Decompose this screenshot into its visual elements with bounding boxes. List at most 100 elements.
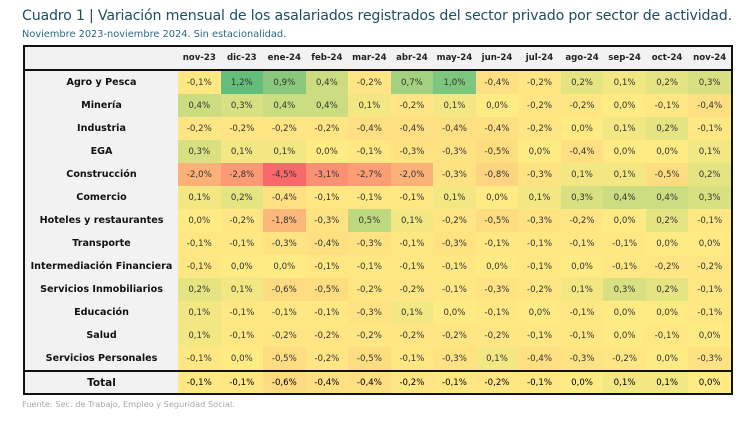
heatmap-cell: 0,3%: [178, 140, 221, 163]
column-header: sep-24: [603, 47, 646, 71]
heatmap-cell: 0,5%: [348, 209, 391, 232]
heatmap-cell: -0,1%: [688, 278, 731, 301]
heatmap-cell: 0,1%: [433, 186, 476, 209]
heatmap-cell: -0,4%: [263, 186, 306, 209]
heatmap-cell: 0,2%: [178, 278, 221, 301]
heatmap-cell: -0,3%: [263, 232, 306, 255]
heatmap-cell: -0,3%: [518, 209, 561, 232]
heatmap-cell: -0,4%: [560, 140, 604, 163]
heatmap-cell: -0,3%: [433, 347, 476, 371]
heatmap-cell: -0,2%: [433, 209, 476, 232]
heatmap-cell: -0,1%: [263, 301, 306, 324]
heatmap-cell: -0,2%: [390, 324, 434, 347]
row-label: Industria: [25, 117, 178, 140]
heatmap-cell: 0,3%: [688, 70, 731, 94]
heatmap-cell: 0,2%: [688, 163, 731, 186]
heatmap-cell: -0,4%: [518, 347, 561, 371]
heatmap-cell: 0,0%: [178, 209, 221, 232]
table-row: Industria -0,2% -0,2% -0,2% -0,2% -0,4% -0,4% -…: [25, 117, 731, 140]
heatmap-cell: -0,1%: [433, 255, 476, 278]
heatmap-cell: -0,1%: [178, 370, 221, 393]
heatmap-cell: 0,1%: [645, 370, 689, 393]
heatmap-cell: -0,2%: [348, 278, 391, 301]
column-header: feb-24: [305, 47, 349, 71]
table-row: Agro y Pesca -0,1% 1,2% 0,9% 0,4% -0,2% 0,7% 1,…: [25, 70, 731, 94]
column-header: dic-23: [220, 47, 264, 71]
heatmap-cell: -0,1%: [220, 301, 264, 324]
heatmap-cell: -0,1%: [390, 255, 434, 278]
heatmap-cell: -0,1%: [645, 324, 689, 347]
heatmap-cell: 0,0%: [518, 140, 561, 163]
heatmap-cell: -0,3%: [688, 347, 731, 371]
heatmap-cell: 0,0%: [560, 117, 604, 140]
heatmap-cell: 0,1%: [390, 209, 434, 232]
heatmap-cell: -0,2%: [220, 117, 264, 140]
heatmap-cell: 0,0%: [603, 94, 646, 117]
heatmap-cell: -0,2%: [560, 209, 604, 232]
heatmap-cell: 0,4%: [178, 94, 221, 117]
heatmap-cell: 0,0%: [603, 301, 646, 324]
heatmap-cell: -0,4%: [390, 117, 434, 140]
heatmap-cell: -0,4%: [305, 370, 349, 393]
heatmap-cell: -2,0%: [390, 163, 434, 186]
column-header: may-24: [433, 47, 476, 71]
heatmap-cell: 0,1%: [603, 163, 646, 186]
heatmap-cell: 0,1%: [688, 140, 731, 163]
heatmap-cell: -0,1%: [645, 94, 689, 117]
heatmap-cell: -0,1%: [560, 301, 604, 324]
table-row: Servicios Personales -0,1% 0,0% -0,5% -0,2% -…: [25, 347, 731, 371]
heatmap-cell: -0,1%: [518, 232, 561, 255]
heatmap-cell: 0,1%: [518, 186, 561, 209]
heatmap-cell: -0,3%: [433, 232, 476, 255]
heatmap-cell: -0,5%: [475, 140, 519, 163]
heatmap-cell: 0,9%: [263, 70, 306, 94]
heatmap-cell: -0,3%: [305, 209, 349, 232]
heatmap-cell: -0,2%: [305, 324, 349, 347]
heatmap-cell: -0,5%: [305, 278, 349, 301]
heatmap-cell: -0,4%: [348, 117, 391, 140]
heatmap-cell: -2,0%: [178, 163, 221, 186]
heatmap-cell: -0,2%: [518, 278, 561, 301]
heatmap-cell: -0,1%: [305, 186, 349, 209]
heatmap-cell: 0,4%: [305, 94, 349, 117]
heatmap-cell: 0,1%: [348, 94, 391, 117]
heatmap-cell: -0,2%: [433, 324, 476, 347]
heatmap-cell: -0,2%: [518, 70, 561, 94]
table-row: Transporte -0,1% -0,1% -0,3% -0,4% -0,3% -0,1%…: [25, 232, 731, 255]
heatmap-cell: -0,3%: [475, 278, 519, 301]
heatmap-cell: -0,1%: [178, 347, 221, 371]
row-label: Total: [25, 370, 178, 393]
heatmap-cell: -0,1%: [518, 255, 561, 278]
heatmap-cell: -0,4%: [475, 70, 519, 94]
heatmap-cell: 0,0%: [263, 255, 306, 278]
heatmap-cell: 0,3%: [560, 186, 604, 209]
heatmap-cell: -0,2%: [645, 255, 689, 278]
heatmap-cell: 0,0%: [688, 324, 731, 347]
column-header: nov-24: [688, 47, 731, 71]
heatmap-cell: 0,2%: [645, 70, 689, 94]
heatmap-cell: 0,2%: [560, 70, 604, 94]
row-label: Construcción: [25, 163, 178, 186]
row-label: Servicios Inmobiliarios: [25, 278, 178, 301]
heatmap-cell: 0,1%: [475, 347, 519, 371]
heatmap-cell: -0,1%: [688, 117, 731, 140]
row-label: Agro y Pesca: [25, 70, 178, 94]
heatmap-cell: 0,1%: [560, 278, 604, 301]
row-label: EGA: [25, 140, 178, 163]
heatmap-cell: -0,5%: [645, 163, 689, 186]
table-title: Cuadro 1 | Variación mensual de los asal…: [22, 8, 732, 24]
row-label: Minería: [25, 94, 178, 117]
heatmap-cell: -0,5%: [348, 347, 391, 371]
column-header: oct-24: [645, 47, 689, 71]
heatmap-cell: 0,0%: [475, 255, 519, 278]
heatmap-cell: 0,0%: [603, 324, 646, 347]
heatmap-cell: 0,1%: [603, 370, 646, 393]
row-label: Salud: [25, 324, 178, 347]
row-label: Intermediación Financiera: [25, 255, 178, 278]
heatmap-cell: -0,4%: [688, 94, 731, 117]
table-body: Agro y Pesca -0,1% 1,2% 0,9% 0,4% -0,2% 0,7% 1,…: [25, 70, 731, 371]
column-header: abr-24: [390, 47, 434, 71]
heatmap-cell: 0,1%: [433, 94, 476, 117]
column-header: jun-24: [475, 47, 519, 71]
heatmap-cell: 0,0%: [645, 301, 689, 324]
